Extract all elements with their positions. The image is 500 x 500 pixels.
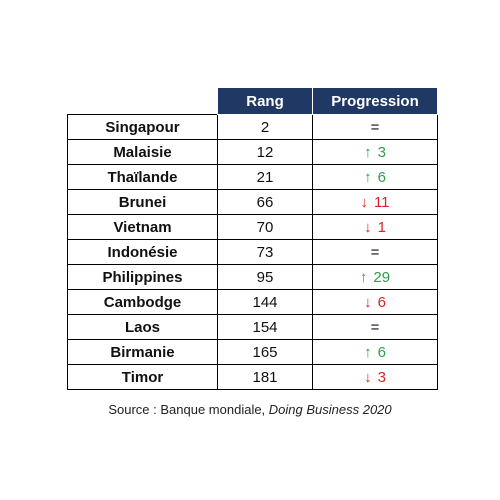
table-row: Philippines 95 ↑ 29: [67, 264, 438, 290]
table-row: Malaisie 12 ↑ 3: [67, 139, 438, 165]
change-value: 6: [377, 168, 386, 186]
country-cell: Birmanie: [67, 339, 218, 365]
change-value: 29: [373, 268, 391, 286]
table-row: Laos 154 =: [67, 314, 438, 340]
change-value: 3: [377, 143, 386, 161]
rank-cell: 165: [217, 339, 313, 365]
rank-cell: 12: [217, 139, 313, 165]
rank-cell: 66: [217, 189, 313, 215]
arrow-down-icon: ↓: [364, 218, 372, 236]
arrow-up-icon: ↑: [359, 268, 368, 286]
table-row: Thaïlande 21 ↑ 6: [67, 164, 438, 190]
progression-cell: ↓ 3: [312, 364, 438, 390]
progression-cell: ↑ 29: [312, 264, 438, 290]
progression-cell: ↑ 3: [312, 139, 438, 165]
arrow-down-icon: ↓: [364, 293, 372, 311]
source-prefix: Source : Banque mondiale,: [108, 402, 269, 417]
header-empty-cell: [67, 87, 218, 115]
country-cell: Vietnam: [67, 214, 218, 240]
header-progression: Progression: [312, 87, 438, 115]
rank-cell: 73: [217, 239, 313, 265]
country-cell: Malaisie: [67, 139, 218, 165]
country-cell: Timor: [67, 364, 218, 390]
change-value: 6: [377, 343, 386, 361]
ranking-table-container: Rang Progression Singapour 2 = Malaisie 12 ↑ 3…: [67, 87, 438, 390]
change-value: 11: [373, 193, 390, 211]
table-row: Vietnam 70 ↓ 1: [67, 214, 438, 240]
arrow-up-icon: ↑: [364, 143, 372, 161]
no-change-value: =: [370, 318, 380, 336]
change-value: 1: [377, 218, 386, 236]
rank-cell: 181: [217, 364, 313, 390]
rank-cell: 70: [217, 214, 313, 240]
country-cell: Indonésie: [67, 239, 218, 265]
source-title: Doing Business 2020: [268, 402, 392, 417]
country-cell: Thaïlande: [67, 164, 218, 190]
no-change-value: =: [370, 243, 380, 261]
change-value: 3: [377, 368, 386, 386]
table-row: Timor 181 ↓ 3: [67, 364, 438, 390]
arrow-up-icon: ↑: [364, 343, 372, 361]
table-row: Singapour 2 =: [67, 114, 438, 140]
rank-cell: 2: [217, 114, 313, 140]
table-body: Singapour 2 = Malaisie 12 ↑ 3 Thaïlande 21 ↑ 6 Brun…: [67, 114, 438, 390]
country-cell: Brunei: [67, 189, 218, 215]
table-row: Brunei 66 ↓ 11: [67, 189, 438, 215]
header-rank: Rang: [217, 87, 313, 115]
country-cell: Cambodge: [67, 289, 218, 315]
table-row: Cambodge 144 ↓ 6: [67, 289, 438, 315]
change-value: 6: [377, 293, 386, 311]
source-note: Source : Banque mondiale, Doing Business…: [0, 402, 500, 417]
rank-cell: 154: [217, 314, 313, 340]
progression-cell: =: [312, 314, 438, 340]
country-cell: Singapour: [67, 114, 218, 140]
country-cell: Philippines: [67, 264, 218, 290]
country-cell: Laos: [67, 314, 218, 340]
progression-cell: ↓ 1: [312, 214, 438, 240]
no-change-value: =: [370, 118, 380, 136]
progression-cell: ↑ 6: [312, 164, 438, 190]
table-row: Indonésie 73 =: [67, 239, 438, 265]
progression-cell: ↓ 6: [312, 289, 438, 315]
table-row: Birmanie 165 ↑ 6: [67, 339, 438, 365]
progression-cell: =: [312, 239, 438, 265]
table-header-row: Rang Progression: [67, 87, 438, 115]
progression-cell: ↓ 11: [312, 189, 438, 215]
ranking-table: Rang Progression Singapour 2 = Malaisie 12 ↑ 3…: [67, 87, 438, 390]
progression-cell: =: [312, 114, 438, 140]
rank-cell: 144: [217, 289, 313, 315]
arrow-down-icon: ↓: [364, 368, 372, 386]
arrow-down-icon: ↓: [360, 193, 368, 211]
rank-cell: 95: [217, 264, 313, 290]
rank-cell: 21: [217, 164, 313, 190]
progression-cell: ↑ 6: [312, 339, 438, 365]
arrow-up-icon: ↑: [364, 168, 372, 186]
